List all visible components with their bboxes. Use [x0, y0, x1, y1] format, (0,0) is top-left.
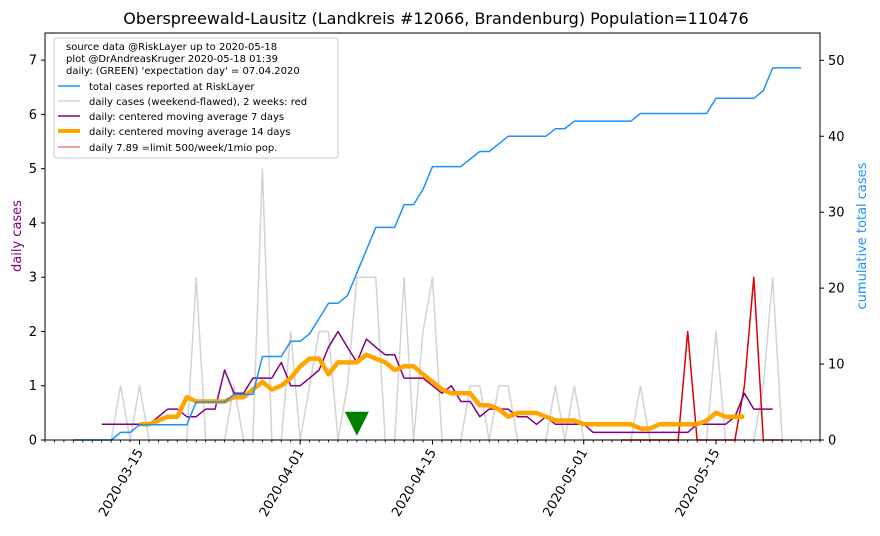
y-tick-label-left: 1	[29, 379, 37, 394]
legend: source data @RiskLayer up to 2020-05-18 …	[53, 37, 339, 159]
legend-box	[53, 37, 339, 159]
y-tick-label-right: 30	[828, 206, 845, 221]
legend-entry-daily: daily cases (weekend-flawed), 2 weeks: r…	[89, 97, 307, 108]
legend-info-line: source data @RiskLayer up to 2020-05-18	[66, 42, 277, 53]
legend-entry-limit: daily 7.89 =limit 500/week/1mio pop.	[89, 143, 277, 154]
y-tick-label-left: 3	[29, 271, 37, 286]
legend-entry-total: total cases reported at RiskLayer	[89, 82, 255, 93]
expectation-day-marker	[344, 411, 369, 436]
y-tick-label-right: 0	[828, 434, 836, 449]
legend-entry-ma7: daily: centered moving average 7 days	[89, 112, 284, 123]
legend-entry-ma14: daily: centered moving average 14 days	[89, 127, 290, 138]
y-axis-right-label: cumulative total cases	[855, 162, 870, 309]
series-moving-average-7	[101, 330, 773, 434]
y-tick-label-left: 5	[29, 162, 37, 177]
legend-info-line: plot @DrAndreasKruger 2020-05-18 01:39	[66, 54, 278, 65]
y-axis-left-label: daily cases	[10, 200, 25, 272]
series-total-cases	[73, 67, 802, 441]
y-tick-label-left: 2	[29, 325, 37, 340]
y-tick-label-left: 0	[29, 434, 37, 449]
y-tick-label-left: 4	[29, 216, 37, 231]
y-tick-label-right: 40	[828, 130, 845, 145]
legend-info-line: daily: (GREEN) 'expectation day' = 07.04…	[66, 66, 300, 77]
y-tick-label-left: 7	[29, 54, 37, 69]
series-moving-average-14	[139, 352, 745, 431]
chart-title: Oberspreewald-Lausitz (Landkreis #12066,…	[123, 9, 748, 28]
y-tick-label-left: 6	[29, 108, 37, 123]
y-tick-label-right: 20	[828, 282, 845, 297]
y-tick-label-right: 10	[828, 358, 845, 373]
y-tick-label-right: 50	[828, 54, 845, 69]
